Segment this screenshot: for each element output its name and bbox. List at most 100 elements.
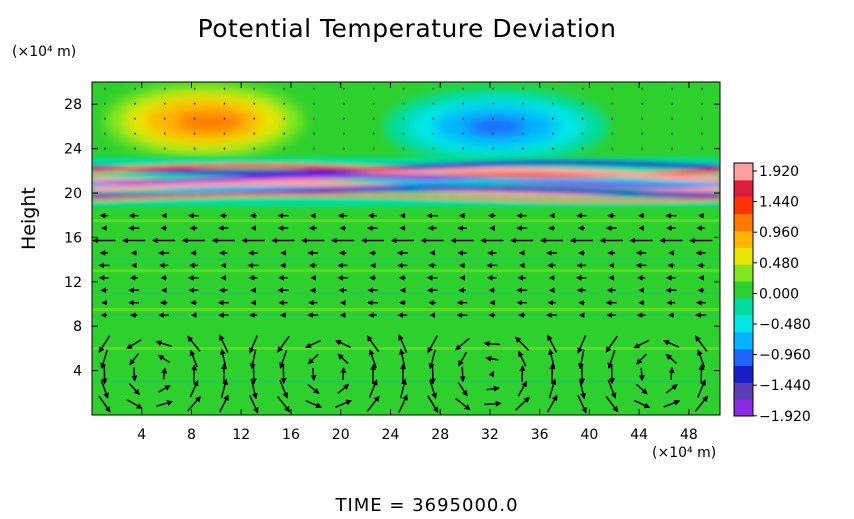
wind-vector bbox=[577, 394, 587, 414]
wind-vector bbox=[398, 348, 406, 369]
field-band bbox=[92, 258, 720, 262]
wind-vector bbox=[340, 366, 347, 380]
wind-vector bbox=[368, 349, 377, 368]
wind-vector bbox=[483, 340, 501, 347]
colorbar-label: 0.480 bbox=[759, 256, 799, 272]
y-tick-label: 16 bbox=[64, 230, 82, 246]
wind-vector bbox=[398, 394, 408, 413]
colorbar-label: 0.000 bbox=[759, 286, 799, 302]
wind-vector bbox=[98, 395, 111, 413]
wind-vector bbox=[128, 383, 140, 396]
wind-vector bbox=[191, 364, 198, 383]
colorbar-segment bbox=[734, 365, 753, 383]
wind-vector bbox=[334, 339, 351, 349]
colorbar-segment bbox=[734, 399, 753, 417]
wind-vector bbox=[279, 349, 288, 369]
wind-vector bbox=[219, 348, 227, 369]
colorbar-label: 1.440 bbox=[759, 195, 799, 211]
wind-vector bbox=[158, 385, 171, 393]
colorbar-label: −1.440 bbox=[759, 378, 811, 394]
wind-vector bbox=[307, 383, 320, 395]
wind-vector bbox=[427, 395, 439, 414]
wind-vector bbox=[633, 399, 651, 409]
wind-vector bbox=[428, 349, 436, 370]
wind-vector bbox=[335, 399, 352, 408]
y-tick-label: 8 bbox=[73, 319, 82, 335]
colorbar-segment bbox=[734, 213, 753, 231]
layer-stripe bbox=[92, 160, 720, 176]
wind-vector bbox=[98, 335, 111, 353]
wind-vector bbox=[578, 349, 585, 370]
wind-vector bbox=[187, 395, 202, 412]
wind-vector bbox=[248, 394, 259, 414]
wind-vector bbox=[547, 334, 558, 353]
field-band bbox=[92, 219, 720, 223]
wind-vector bbox=[187, 335, 201, 352]
y-tick-label: 12 bbox=[64, 275, 82, 291]
wind-vector bbox=[398, 334, 408, 353]
wind-vector bbox=[277, 335, 290, 353]
field-band bbox=[92, 291, 720, 295]
layer-stripe bbox=[92, 173, 720, 189]
wind-vector bbox=[427, 335, 439, 354]
colorbar-segment bbox=[734, 230, 753, 248]
wind-vector bbox=[638, 367, 645, 382]
field-band bbox=[92, 346, 720, 350]
wind-vector bbox=[126, 399, 143, 409]
colorbar-frame bbox=[733, 162, 754, 417]
wind-vector bbox=[218, 394, 229, 413]
field-band bbox=[92, 308, 720, 312]
y-tick-label: 28 bbox=[64, 97, 82, 113]
colorbar-segment bbox=[734, 196, 753, 215]
heatmap-field bbox=[92, 82, 720, 415]
wind-vector bbox=[694, 395, 709, 412]
wind-vector bbox=[635, 383, 648, 395]
wind-vector bbox=[663, 399, 681, 408]
wind-vector bbox=[577, 334, 587, 354]
wind-vector bbox=[665, 384, 678, 394]
wind-vector bbox=[161, 367, 168, 380]
colorbar-label: −0.960 bbox=[759, 348, 811, 364]
x-tick-label: 20 bbox=[332, 427, 350, 443]
colorbar-label: 1.920 bbox=[759, 164, 799, 180]
wind-vector bbox=[514, 336, 530, 351]
wind-vector bbox=[366, 335, 380, 353]
colorbar-segment bbox=[734, 281, 753, 299]
wind-vector bbox=[310, 367, 317, 382]
oscillating-layer bbox=[92, 157, 720, 207]
wind-vector bbox=[454, 337, 470, 351]
y-tick-label: 20 bbox=[64, 186, 82, 202]
wind-vector bbox=[157, 354, 170, 364]
wind-vector bbox=[305, 399, 323, 409]
colorbar-label: 0.960 bbox=[759, 225, 799, 241]
x-tick-label: 40 bbox=[581, 427, 599, 443]
colorbar-segment bbox=[734, 264, 753, 282]
colorbar-label: −1.920 bbox=[759, 409, 811, 425]
y-tick-label: 24 bbox=[64, 142, 82, 158]
wind-vector bbox=[548, 378, 557, 399]
chart-title: Potential Temperature Deviation bbox=[197, 14, 617, 43]
layer-stripe bbox=[92, 178, 720, 191]
wind-vector bbox=[126, 338, 142, 349]
wind-vector bbox=[486, 385, 500, 392]
colorbar-segment bbox=[734, 382, 753, 400]
wind-vector bbox=[337, 353, 349, 365]
x-tick-label: 16 bbox=[282, 427, 300, 443]
colorbar-segment bbox=[734, 179, 753, 198]
wind-vector bbox=[514, 396, 530, 411]
warm-anomaly bbox=[103, 82, 304, 159]
colorbar-segment bbox=[734, 348, 753, 366]
colorbar-segment bbox=[734, 297, 753, 316]
wind-vector bbox=[485, 355, 499, 362]
layer-stripe bbox=[92, 192, 720, 202]
field-band bbox=[92, 380, 720, 384]
wind-vector bbox=[665, 353, 677, 364]
x-tick-label: 48 bbox=[680, 427, 698, 443]
colorbar-segment bbox=[734, 331, 753, 350]
wind-vector bbox=[155, 340, 172, 348]
wind-vector bbox=[156, 400, 174, 407]
wind-vector bbox=[100, 349, 108, 370]
wind-vector bbox=[129, 352, 140, 366]
